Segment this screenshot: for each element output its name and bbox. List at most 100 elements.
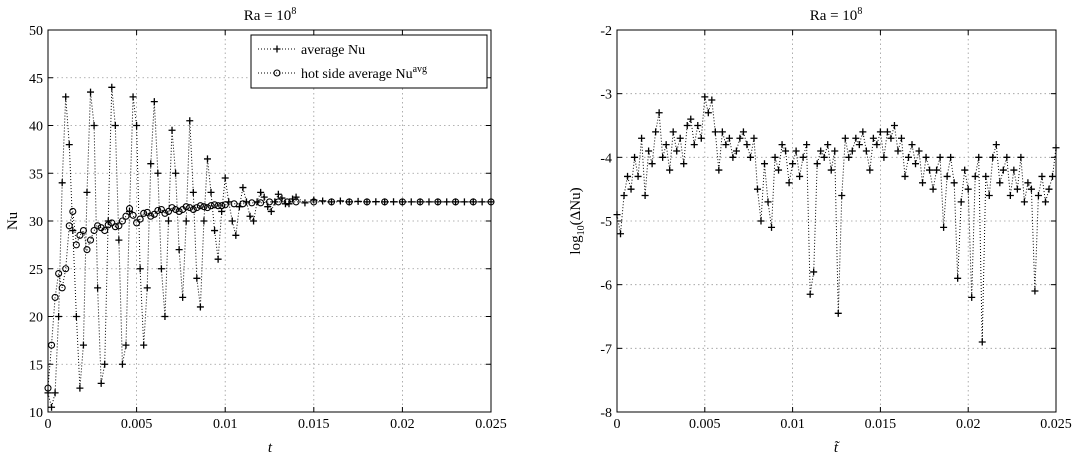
- data-point-circle: [239, 200, 247, 208]
- data-point-plus: [901, 172, 909, 180]
- data-point-circle: [274, 198, 282, 206]
- data-point-plus: [996, 179, 1004, 187]
- data-point-plus: [246, 212, 254, 220]
- data-point-plus: [83, 188, 91, 196]
- data-point-plus: [1006, 192, 1014, 200]
- data-point-circle: [47, 341, 56, 349]
- data-point-plus: [617, 230, 625, 238]
- data-point-plus: [978, 338, 986, 346]
- data-point-plus: [51, 389, 59, 397]
- data-point-plus: [200, 217, 208, 225]
- data-point-circle: [193, 204, 201, 212]
- data-point-plus: [1041, 198, 1049, 206]
- data-point-circle: [118, 217, 126, 225]
- data-point-plus: [855, 141, 863, 149]
- data-point-circle: [125, 205, 134, 213]
- data-point-plus: [753, 185, 761, 193]
- data-point-circle: [90, 227, 98, 235]
- data-point-plus: [221, 174, 229, 182]
- data-point-plus: [257, 188, 265, 196]
- data-point-plus: [975, 153, 983, 161]
- data-point-plus: [652, 128, 660, 136]
- x-axis-label: t: [268, 440, 273, 456]
- data-point-circle: [265, 198, 274, 206]
- data-point-plus: [182, 217, 190, 225]
- data-point-circle: [248, 199, 256, 207]
- data-point-circle: [133, 219, 141, 227]
- data-point-plus: [834, 309, 842, 317]
- data-point-circle: [108, 219, 116, 227]
- data-point-plus: [186, 117, 194, 125]
- data-point-plus: [750, 134, 758, 142]
- data-point-plus: [866, 166, 874, 174]
- data-point-plus: [214, 255, 222, 263]
- data-point-circle: [129, 211, 137, 219]
- data-point-plus: [1048, 172, 1056, 180]
- data-point-circle: [104, 221, 112, 229]
- data-point-plus: [250, 217, 258, 225]
- data-point-plus: [957, 198, 965, 206]
- data-point-plus: [118, 360, 126, 368]
- data-point-circle: [83, 246, 91, 254]
- data-point-plus: [954, 274, 962, 282]
- data-point-plus: [683, 122, 691, 129]
- data-point-plus: [140, 341, 148, 349]
- data-point-plus: [641, 192, 649, 200]
- legend-marker-hot-side-average: [273, 69, 281, 77]
- data-point-plus: [154, 169, 162, 177]
- data-point-plus: [65, 141, 73, 149]
- data-point-plus: [164, 217, 172, 225]
- data-point-plus: [1017, 153, 1025, 161]
- data-point-plus: [796, 172, 804, 180]
- data-point-plus: [771, 153, 779, 161]
- data-point-plus: [912, 160, 920, 168]
- data-point-circle: [345, 198, 353, 206]
- data-point-plus: [673, 147, 681, 155]
- data-point-plus: [922, 153, 930, 161]
- data-point-circle: [469, 198, 477, 206]
- data-point-plus: [72, 313, 80, 320]
- series-line-1: [47, 201, 491, 389]
- data-point-plus: [168, 126, 176, 134]
- data-point-plus: [761, 160, 769, 168]
- data-point-plus: [883, 128, 891, 136]
- data-point-plus: [943, 172, 951, 180]
- data-point-plus: [87, 88, 95, 96]
- data-point-plus: [232, 231, 240, 239]
- data-point-plus: [897, 134, 905, 142]
- data-point-plus: [792, 147, 800, 155]
- legend-box: [250, 34, 488, 89]
- data-point-plus: [890, 122, 898, 129]
- data-point-plus: [876, 128, 884, 136]
- data-point-plus: [813, 160, 821, 168]
- data-point-plus: [950, 179, 958, 187]
- data-point-plus: [862, 147, 870, 155]
- data-point-plus: [848, 147, 856, 155]
- data-point-plus: [90, 122, 98, 129]
- data-point-plus: [669, 128, 677, 136]
- y-tick-label: -5: [600, 215, 612, 230]
- x-tick-label: 0.015: [298, 417, 330, 432]
- data-point-plus: [1034, 192, 1042, 200]
- data-point-circle: [381, 198, 389, 206]
- legend: average Nu hot side average Nuavg: [250, 34, 488, 89]
- data-point-plus: [147, 160, 155, 168]
- data-point-plus: [940, 223, 948, 231]
- data-point-plus: [207, 188, 215, 196]
- data-point-plus: [982, 172, 990, 180]
- data-point-circle: [136, 215, 144, 223]
- data-point-plus: [880, 153, 888, 161]
- data-point-circle: [122, 212, 130, 220]
- x-tick-label: 0.015: [865, 417, 897, 432]
- x-tick-label: 0: [614, 417, 621, 432]
- data-point-circle: [58, 284, 66, 292]
- ticks: 0 0.005 0.01 0.015 0.02 0.025 10 15 20 25 30 35 40 45…: [29, 24, 507, 432]
- data-point-plus: [687, 115, 695, 123]
- data-point-plus: [739, 128, 747, 136]
- data-point-circle: [283, 198, 291, 206]
- data-point-circle: [140, 209, 148, 217]
- data-point-plus: [845, 153, 853, 161]
- data-point-circle: [51, 293, 59, 301]
- data-point-plus: [852, 134, 860, 142]
- data-point-plus: [1024, 179, 1032, 187]
